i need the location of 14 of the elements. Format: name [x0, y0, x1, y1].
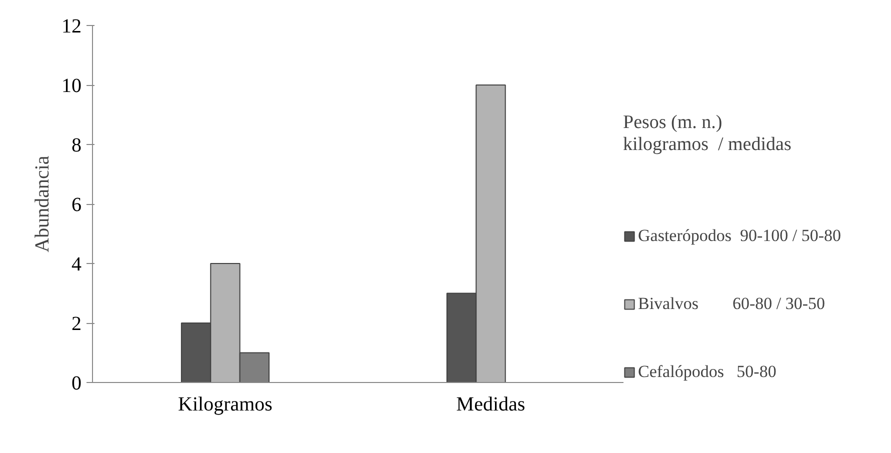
legend-title: Pesos (m. n.) kilogramos / medidas: [623, 112, 792, 156]
legend-label: Bivalvos 60-80 / 30-50: [638, 294, 825, 314]
y-tick-label: 0: [72, 372, 82, 394]
y-tick-label: 4: [72, 254, 82, 276]
y-tick-label: 12: [62, 16, 82, 38]
y-tick-label: 8: [72, 134, 82, 156]
x-tick-label: Medidas: [456, 394, 526, 416]
y-tick-label: 2: [72, 313, 82, 335]
x-tick-label: Kilogramos: [178, 394, 273, 416]
y-tick-label: 6: [72, 194, 82, 216]
legend-label: Gasterópodos 90-100 / 50-80: [638, 226, 842, 246]
y-tick-label: 10: [62, 75, 82, 97]
y-axis-title: Abundancia: [32, 156, 54, 252]
legend-label: Cefalópodos 50-80: [638, 362, 776, 382]
